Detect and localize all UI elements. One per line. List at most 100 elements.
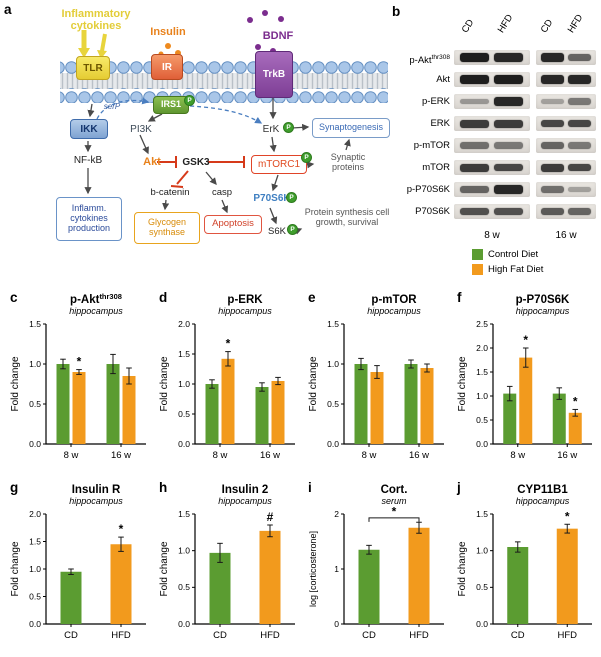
y-tick-label: 1.0 (178, 545, 190, 555)
control-diet-swatch (472, 249, 483, 260)
synaptogenesis-box: Synaptogenesis (312, 118, 390, 138)
legend-item: High Fat Diet (472, 264, 543, 275)
bar-HFD (271, 381, 285, 444)
x-tick-label: HFD (557, 630, 577, 641)
panel-letter: j (456, 480, 461, 495)
x-tick-label: CD (511, 630, 525, 641)
panel-letter: e (308, 290, 316, 305)
bar-CD (507, 547, 529, 624)
blot-band (540, 119, 564, 128)
panel-d-chart: d p-ERK hippocampus Fold change 0.0 0.5 1.0 1.5… (157, 288, 304, 474)
x-tick-label: 16 w (111, 450, 131, 461)
inflamm-production-box: Inflamm. cytokines production (56, 197, 122, 241)
blot-band (540, 186, 564, 193)
panel-e-chart: e p-mTOR hippocampus Fold change 0.0 0.5 1.0 1.… (306, 288, 453, 474)
blot-band (460, 75, 489, 84)
bar-CD (56, 364, 70, 444)
bar-CD (354, 364, 368, 444)
inflammatory-cytokines-label: Inflammatory cytokines (61, 8, 131, 33)
blot-row-label: p-mTOR (413, 140, 450, 151)
x-tick-label: 8 w (362, 450, 377, 461)
y-tick-label: 1.5 (29, 319, 41, 329)
apoptosis-box: Apoptosis (204, 215, 262, 234)
chart-subtitle: hippocampus (367, 306, 421, 316)
blot-row-label: p-Aktthr308 (409, 54, 450, 67)
bar-HFD (259, 530, 281, 624)
y-tick-label: 1.0 (327, 359, 339, 369)
bar-HFD (370, 372, 384, 444)
sig-mark: * (565, 509, 570, 523)
y-tick-label: 0.0 (178, 439, 190, 449)
blot-strip (536, 204, 596, 219)
blot-strip (454, 72, 530, 87)
blot-band (540, 98, 564, 105)
chart-subtitle: serum (381, 496, 407, 506)
serp-label: serP (103, 102, 121, 111)
panel-letter: g (10, 480, 18, 495)
bdnf-label: BDNF (262, 30, 294, 42)
panel-letter: h (159, 480, 167, 495)
chart-title: p-ERK (227, 294, 263, 306)
chart-title: p-mTOR (371, 294, 417, 306)
ikk-node: IKK (70, 119, 108, 139)
blot-band (567, 163, 591, 172)
chart-subtitle: hippocampus (69, 306, 123, 316)
bar-CD (60, 571, 82, 624)
insulin-label: Insulin (150, 26, 186, 38)
x-tick-label: 16 w (557, 450, 577, 461)
y-axis-label: Fold change (159, 541, 170, 596)
panel-a-pathway: a Inflammatory cytokines Insulin BDNF TL… (0, 0, 390, 285)
blot-strip (454, 160, 530, 175)
blot-band (494, 119, 524, 128)
pi3k-label: PI3K (130, 124, 152, 135)
blot-strip (536, 94, 596, 109)
blot-band (540, 163, 564, 172)
y-tick-label: 0.5 (476, 582, 488, 592)
blot-row-label: ERK (430, 118, 450, 129)
bar-HFD (72, 372, 86, 444)
bar-HFD (408, 527, 430, 624)
blot-band (460, 98, 489, 105)
legend-label: Control Diet (488, 249, 539, 260)
panel-b-blots: b CD HFD CD HFD p-Aktthr308 Akt p-ERK ERK p-mTOR… (390, 0, 601, 285)
x-tick-label: CD (362, 630, 376, 641)
sig-mark: * (392, 504, 397, 518)
blot-strip (536, 182, 596, 197)
y-tick-label: 0.5 (29, 399, 41, 409)
panel-h-chart: h Insulin 2 hippocampus Fold change 0.0 0.5 1.… (157, 478, 304, 654)
y-tick-label: 0 (334, 619, 339, 629)
bar-CD (358, 549, 380, 624)
cytokine-arrows-icon (78, 30, 107, 59)
y-axis-label: Fold change (308, 356, 319, 411)
blot-band (567, 186, 591, 193)
phospho-icon: P (184, 95, 195, 106)
high-fat-diet-swatch (472, 264, 483, 275)
chart-title: p-Aktthr308 (70, 292, 122, 306)
bar-CD (205, 384, 219, 444)
blot-row-label: p-P70S6K (406, 184, 450, 195)
chart-subtitle: hippocampus (516, 306, 570, 316)
blot-band (494, 163, 524, 172)
y-tick-label: 0.0 (327, 439, 339, 449)
nfkb-label: NF-kB (73, 155, 103, 166)
bar-CD (106, 364, 120, 444)
chart-subtitle: hippocampus (69, 496, 123, 506)
blot-band (567, 142, 591, 149)
lane-header: HFD (565, 12, 586, 35)
panel-letter: d (159, 290, 167, 305)
y-tick-label: 2.0 (476, 343, 488, 353)
y-tick-label: 2 (334, 509, 339, 519)
x-tick-label: CD (64, 630, 78, 641)
phospho-icon: P (283, 122, 294, 133)
blot-band (540, 75, 564, 84)
chart-subtitle: hippocampus (516, 496, 570, 506)
bar-CD (552, 393, 566, 444)
blot-band (460, 163, 489, 172)
legend-item: Control Diet (472, 249, 543, 260)
sig-mark: * (226, 337, 231, 351)
sig-mark: * (119, 522, 124, 536)
y-tick-label: 0.0 (476, 439, 488, 449)
